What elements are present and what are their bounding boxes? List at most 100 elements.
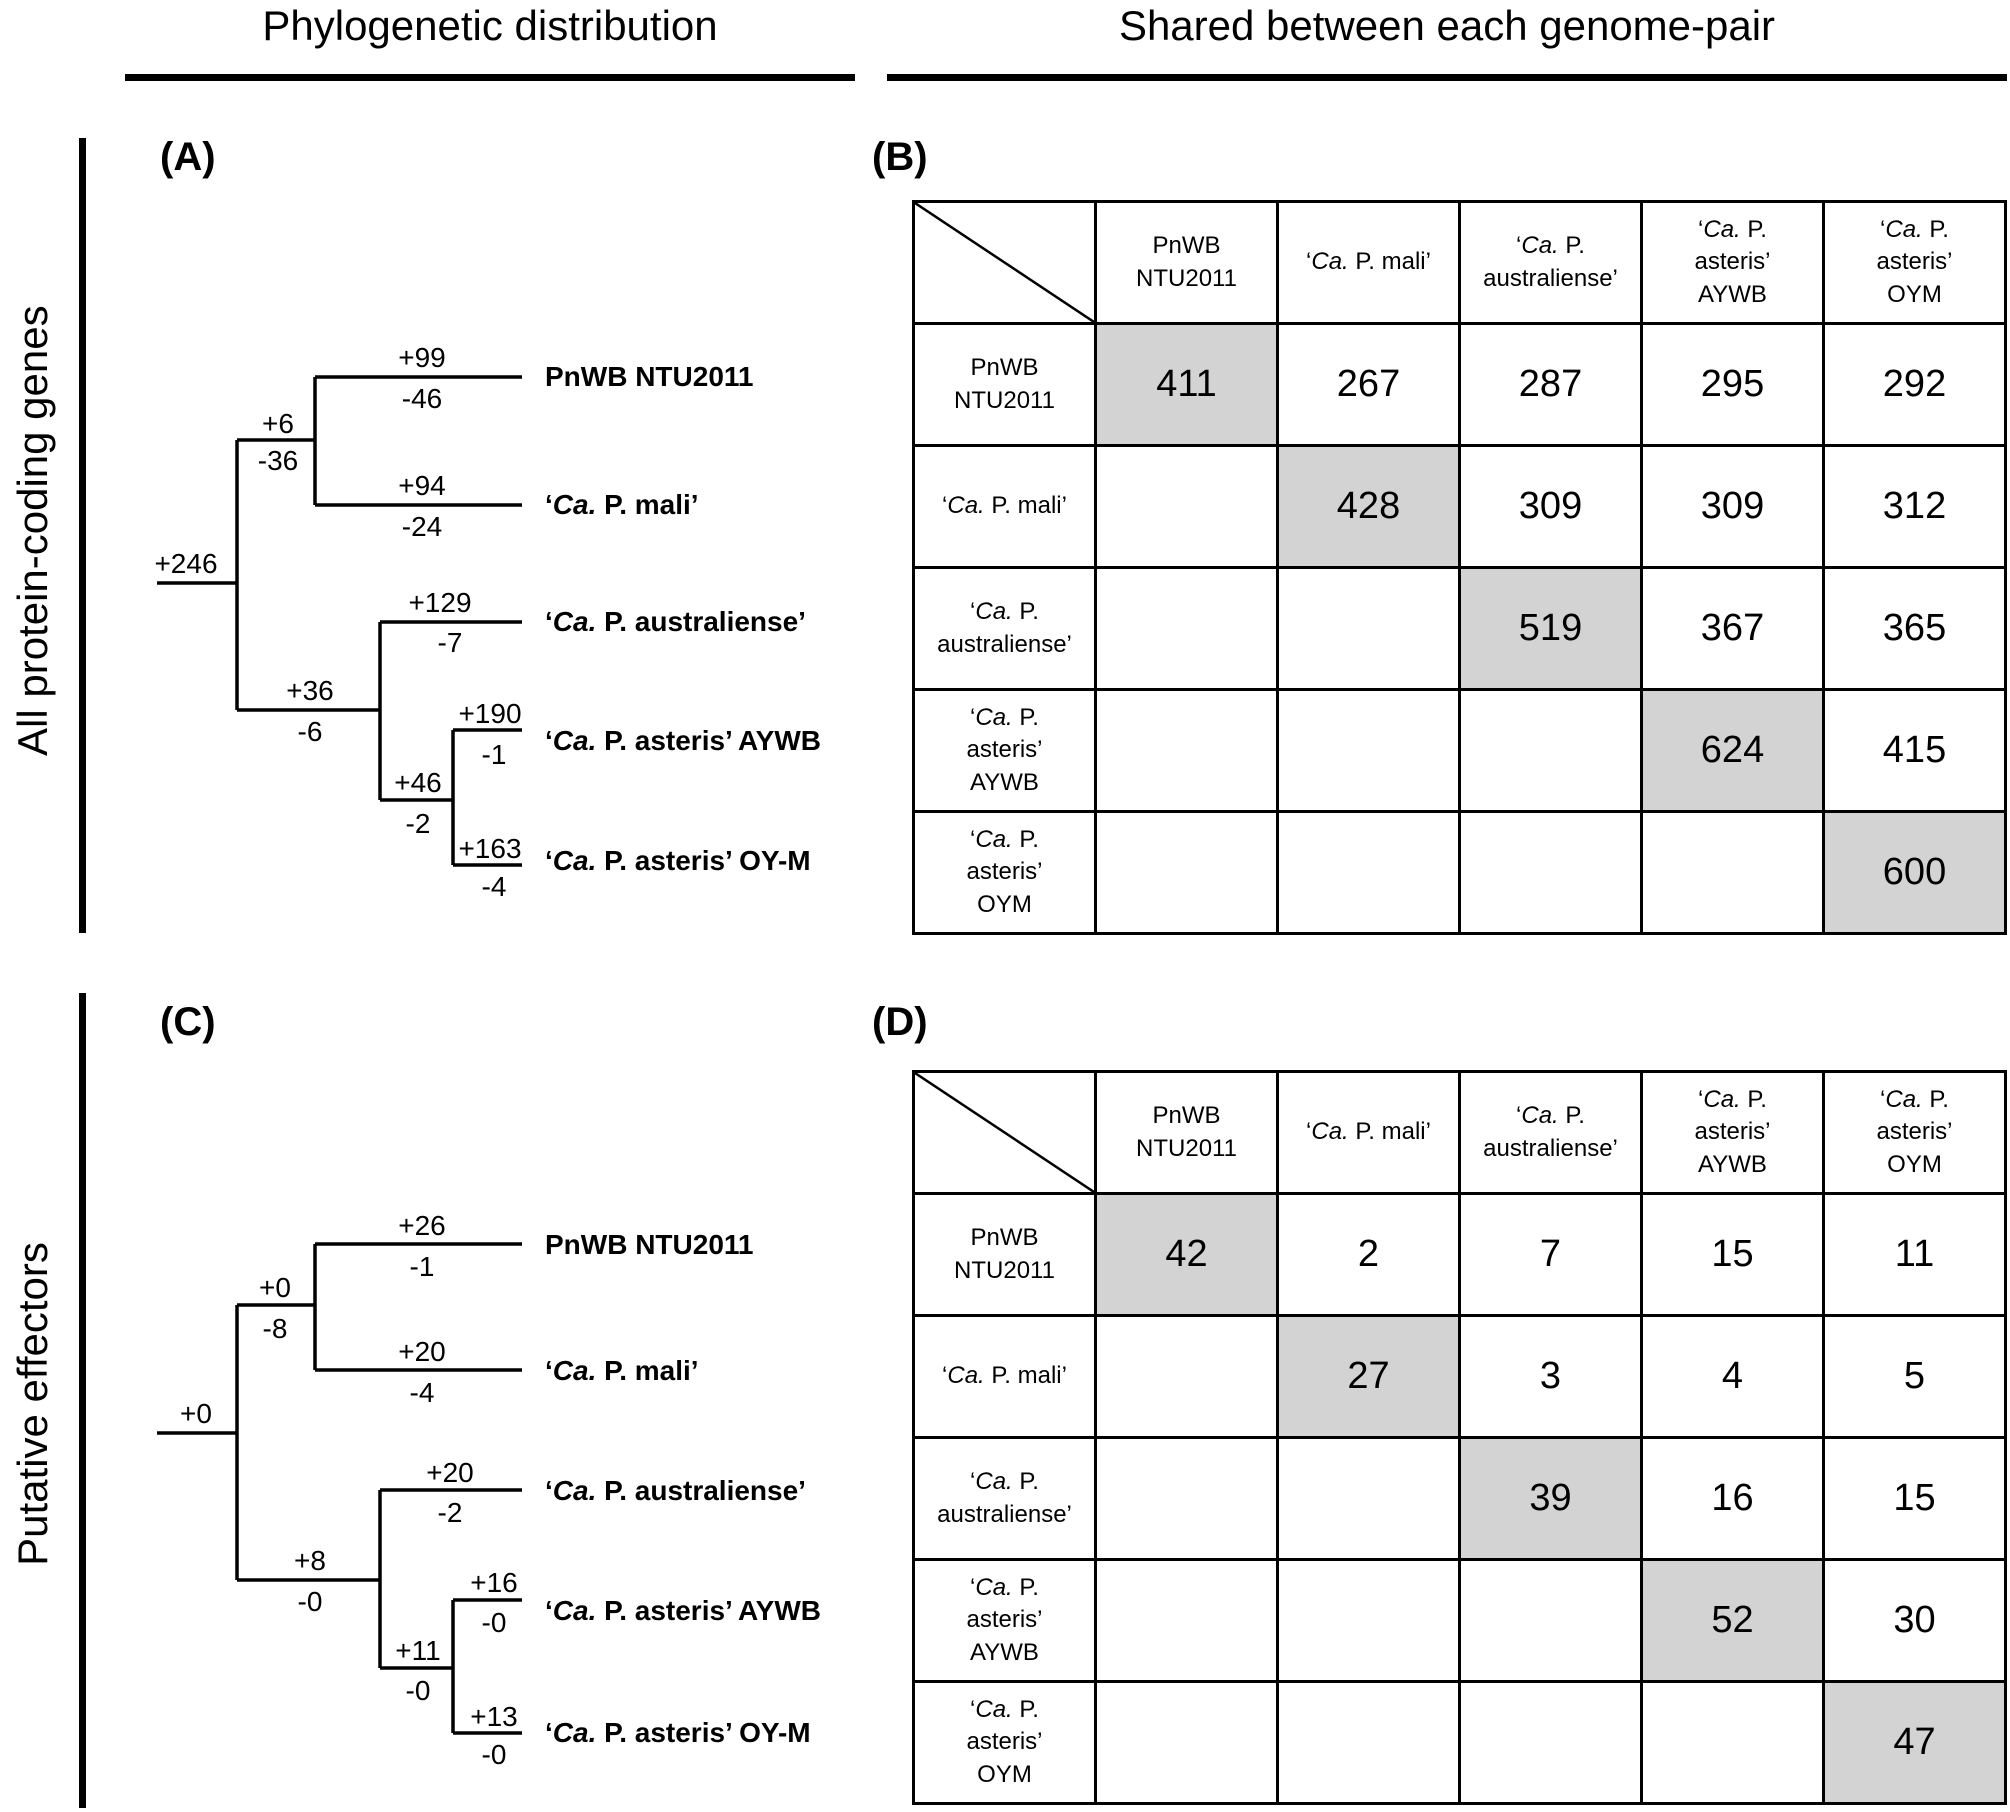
matrix-d-cell: 27 bbox=[1276, 1314, 1461, 1439]
matrix-d-row-header-mali: ‘Ca. P. mali’ bbox=[912, 1314, 1097, 1439]
tree-a-oym-loss: -4 bbox=[482, 871, 507, 902]
panel-label-d: (D) bbox=[872, 1000, 928, 1044]
matrix-d-cell: 42 bbox=[1094, 1192, 1279, 1317]
matrix-d-cell: 15 bbox=[1822, 1436, 2007, 1561]
tree-c-pnwb-loss: -1 bbox=[410, 1251, 435, 1282]
matrix-d-row-oym: ‘Ca. P. asteris’ OYM 47 bbox=[912, 1680, 2007, 1805]
tree-c-clade2-gain: +8 bbox=[294, 1545, 326, 1576]
matrix-d-row-header-pnwb: PnWB NTU2011 bbox=[912, 1192, 1097, 1317]
row-rule-bottom bbox=[79, 993, 86, 1808]
tree-a-pnwb-gain: +99 bbox=[398, 342, 446, 373]
matrix-b-row-aywb: ‘Ca. P. asteris’ AYWB 624 415 bbox=[912, 688, 2007, 813]
matrix-b-row-australiense: ‘Ca. P. australiense’ 519 367 365 bbox=[912, 566, 2007, 691]
matrix-d-col-header-australiense: ‘Ca. P. australiense’ bbox=[1458, 1070, 1643, 1195]
matrix-b-row-header-aywb: ‘Ca. P. asteris’ AYWB bbox=[912, 688, 1097, 813]
matrix-d-cell: 7 bbox=[1458, 1192, 1643, 1317]
matrix-d-cell: 30 bbox=[1822, 1558, 2007, 1683]
tree-c-mali-gain: +20 bbox=[398, 1336, 446, 1367]
matrix-b-empty-cell bbox=[1458, 810, 1643, 935]
matrix-b-row-header-oym: ‘Ca. P. asteris’ OYM bbox=[912, 810, 1097, 935]
tree-a-clade3-loss: -2 bbox=[406, 808, 431, 839]
matrix-b-row-mali: ‘Ca. P. mali’ 428 309 309 312 bbox=[912, 444, 2007, 569]
tree-c-clade2-loss: -0 bbox=[298, 1586, 323, 1617]
header-rule-right bbox=[887, 74, 2007, 81]
matrix-d-row-header-aywb: ‘Ca. P. asteris’ AYWB bbox=[912, 1558, 1097, 1683]
matrix-d-col-header-mali: ‘Ca. P. mali’ bbox=[1276, 1070, 1461, 1195]
tree-a-clade3-gain: +46 bbox=[394, 767, 442, 798]
tree-a-branches bbox=[157, 375, 522, 867]
matrix-b-cell: 309 bbox=[1458, 444, 1643, 569]
matrix-b-col-header-aywb: ‘Ca. P. asteris’ AYWB bbox=[1640, 200, 1825, 325]
tree-a-clade1-loss: -36 bbox=[258, 445, 298, 476]
matrix-b-col-header-oym: ‘Ca. P. asteris’ OYM bbox=[1822, 200, 2007, 325]
matrix-d-cell: 39 bbox=[1458, 1436, 1643, 1561]
matrix-b-row-header-pnwb: PnWB NTU2011 bbox=[912, 322, 1097, 447]
tree-a-clade2-loss: -6 bbox=[298, 716, 323, 747]
header-shared-pairs: Shared between each genome-pair bbox=[1118, 2, 1776, 49]
tree-a-oym-gain: +163 bbox=[458, 833, 521, 864]
shared-effectors-matrix-d: PnWB NTU2011 ‘Ca. P. mali’ ‘Ca. P. austral… bbox=[912, 1070, 2007, 1805]
matrix-d-empty-cell bbox=[1094, 1558, 1279, 1683]
header-rule-left bbox=[125, 74, 855, 81]
tree-a-leaf-mali: ‘Ca. P. mali’ bbox=[545, 489, 699, 520]
tree-c-leaf-oym: ‘Ca. P. asteris’ OY-M bbox=[545, 1717, 811, 1748]
tree-a-mali-gain: +94 bbox=[398, 470, 446, 501]
matrix-d-header-row: PnWB NTU2011 ‘Ca. P. mali’ ‘Ca. P. austral… bbox=[912, 1070, 2007, 1195]
tree-a-clade1-gain: +6 bbox=[262, 408, 294, 439]
matrix-b-empty-cell bbox=[1458, 688, 1643, 813]
matrix-d-col-header-pnwb: PnWB NTU2011 bbox=[1094, 1070, 1279, 1195]
tree-a-root-gain: +246 bbox=[154, 548, 217, 579]
tree-c-oym-gain: +13 bbox=[470, 1701, 518, 1732]
matrix-d-cell: 52 bbox=[1640, 1558, 1825, 1683]
matrix-b-cell: 312 bbox=[1822, 444, 2007, 569]
tree-a-leaf-aywb: ‘Ca. P. asteris’ AYWB bbox=[545, 725, 821, 756]
matrix-b-col-header-pnwb: PnWB NTU2011 bbox=[1094, 200, 1279, 325]
tree-c-leaf-pnwb: PnWB NTU2011 bbox=[545, 1229, 754, 1260]
tree-c-leaf-australiense: ‘Ca. P. australiense’ bbox=[545, 1475, 806, 1506]
matrix-b-row-oym: ‘Ca. P. asteris’ OYM 600 bbox=[912, 810, 2007, 935]
tree-c-aus-gain: +20 bbox=[426, 1457, 474, 1488]
panel-label-c: (C) bbox=[160, 1000, 216, 1044]
matrix-d-col-header-oym: ‘Ca. P. asteris’ OYM bbox=[1822, 1070, 2007, 1195]
tree-c-clade3-gain: +11 bbox=[395, 1635, 440, 1666]
tree-c-pnwb-gain: +26 bbox=[398, 1210, 446, 1241]
matrix-d-empty-cell bbox=[1276, 1558, 1461, 1683]
matrix-b-cell: 287 bbox=[1458, 322, 1643, 447]
tree-a-aywb-gain: +190 bbox=[458, 698, 521, 729]
matrix-b-corner-cell bbox=[912, 200, 1097, 325]
matrix-d-cell: 47 bbox=[1822, 1680, 2007, 1805]
tree-c-leaf-mali: ‘Ca. P. mali’ bbox=[545, 1355, 699, 1386]
tree-c-aus-loss: -2 bbox=[438, 1497, 463, 1528]
matrix-b-cell: 292 bbox=[1822, 322, 2007, 447]
tree-c-leaf-aywb: ‘Ca. P. asteris’ AYWB bbox=[545, 1595, 821, 1626]
tree-a-leaf-australiense: ‘Ca. P. australiense’ bbox=[545, 606, 806, 637]
tree-a-aywb-loss: -1 bbox=[482, 739, 507, 770]
matrix-b-cell: 365 bbox=[1822, 566, 2007, 691]
matrix-d-row-mali: ‘Ca. P. mali’ 27 3 4 5 bbox=[912, 1314, 2007, 1439]
matrix-d-cell: 4 bbox=[1640, 1314, 1825, 1439]
tree-a-clade2-gain: +36 bbox=[286, 675, 334, 706]
matrix-d-empty-cell bbox=[1276, 1680, 1461, 1805]
phylogenetic-tree-a: +246 +6 -36 +99 -46 +94 -24 +36 -6 +129 … bbox=[154, 342, 821, 902]
matrix-b-empty-cell bbox=[1094, 566, 1279, 691]
matrix-b-empty-cell bbox=[1094, 688, 1279, 813]
matrix-b-cell: 624 bbox=[1640, 688, 1825, 813]
tree-c-clade3-loss: -0 bbox=[406, 1675, 431, 1706]
matrix-d-row-australiense: ‘Ca. P. australiense’ 39 16 15 bbox=[912, 1436, 2007, 1561]
matrix-d-empty-cell bbox=[1094, 1680, 1279, 1805]
matrix-b-col-header-australiense: ‘Ca. P. australiense’ bbox=[1458, 200, 1643, 325]
tree-c-oym-loss: -0 bbox=[482, 1739, 507, 1770]
matrix-b-empty-cell bbox=[1276, 810, 1461, 935]
matrix-d-row-aywb: ‘Ca. P. asteris’ AYWB 52 30 bbox=[912, 1558, 2007, 1683]
tree-c-clade1-loss: -8 bbox=[263, 1313, 288, 1344]
tree-a-leaf-oym: ‘Ca. P. asteris’ OY-M bbox=[545, 845, 811, 876]
header-phylogenetic-distribution: Phylogenetic distribution bbox=[262, 2, 718, 49]
matrix-b-empty-cell bbox=[1276, 688, 1461, 813]
matrix-d-cell: 3 bbox=[1458, 1314, 1643, 1439]
panel-label-a: (A) bbox=[160, 135, 216, 179]
tree-a-aus-gain: +129 bbox=[408, 587, 471, 618]
matrix-b-cell: 519 bbox=[1458, 566, 1643, 691]
matrix-b-empty-cell bbox=[1094, 444, 1279, 569]
matrix-d-row-header-australiense: ‘Ca. P. australiense’ bbox=[912, 1436, 1097, 1561]
shared-genes-matrix-b: PnWB NTU2011 ‘Ca. P. mali’ ‘Ca. P. austral… bbox=[912, 200, 2007, 935]
